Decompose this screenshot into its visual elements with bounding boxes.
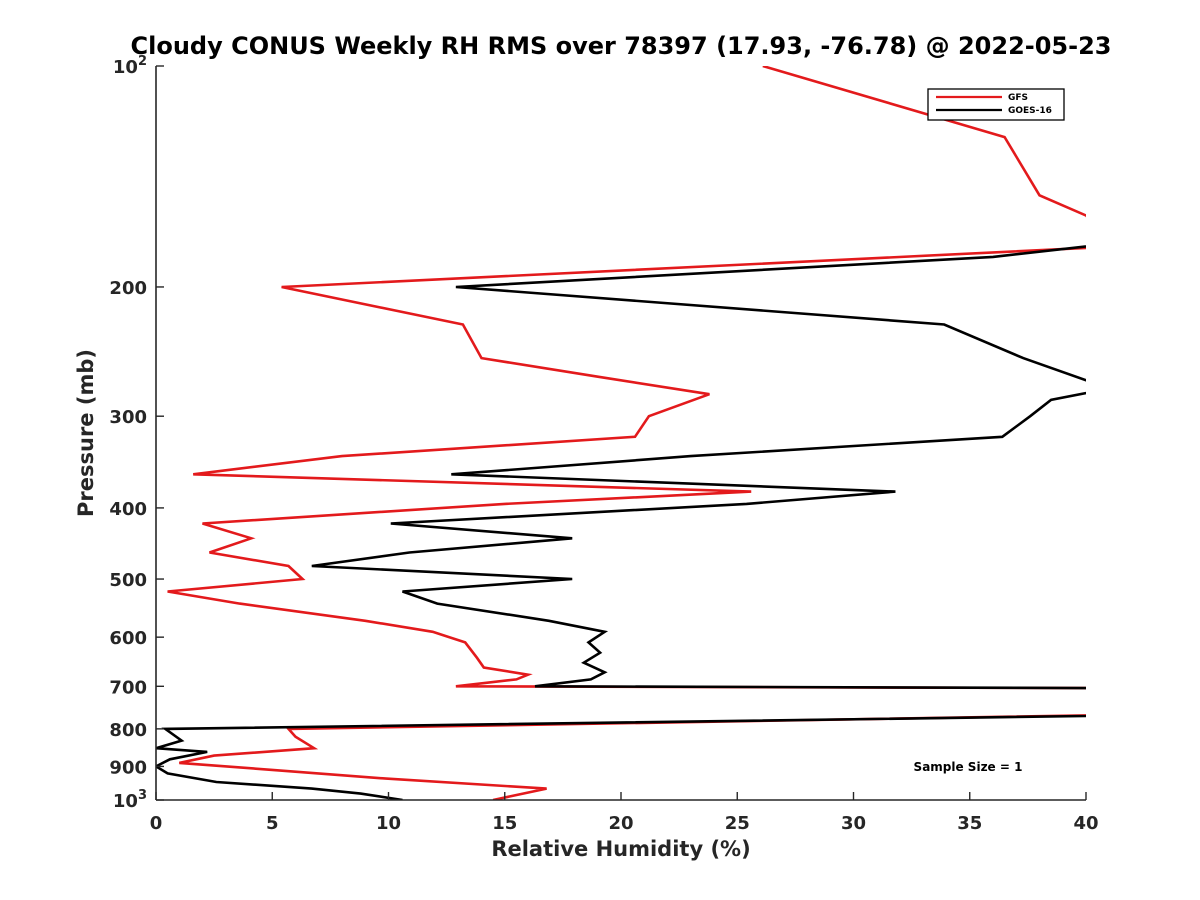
plot-area xyxy=(156,66,1086,800)
legend: GFS GOES-16 xyxy=(927,88,1065,121)
x-tick-label: 30 xyxy=(841,813,866,834)
x-tick-label: 20 xyxy=(608,813,633,834)
x-tick-label: 10 xyxy=(376,813,401,834)
y-tick-label: 400 xyxy=(109,499,147,520)
x-tick-label: 15 xyxy=(492,813,517,834)
sample-size-annotation: Sample Size = 1 xyxy=(914,760,1023,774)
x-axis-label: Relative Humidity (%) xyxy=(491,837,750,861)
y-tick-label: 600 xyxy=(109,628,147,649)
y-tick-label: 103 xyxy=(113,788,147,812)
series-layer xyxy=(156,66,1086,800)
y-tick-label: 500 xyxy=(109,570,147,591)
x-tick-label: 40 xyxy=(1073,813,1098,834)
y-axis-ticks: 102 200 300 400 500 600 700 800 900 103 xyxy=(109,54,164,812)
series-line-gfs xyxy=(167,66,1086,800)
y-tick-label: 102 xyxy=(113,54,147,78)
y-tick-label: 700 xyxy=(109,677,147,698)
chart-title: Cloudy CONUS Weekly RH RMS over 78397 (1… xyxy=(131,32,1112,60)
y-tick-label: 900 xyxy=(109,757,147,778)
y-tick-label: 800 xyxy=(109,720,147,741)
x-tick-label: 0 xyxy=(150,813,163,834)
y-axis-label: Pressure (mb) xyxy=(74,349,98,517)
legend-label-goes16: GOES-16 xyxy=(1008,106,1052,116)
legend-box xyxy=(927,88,1065,121)
x-tick-label: 25 xyxy=(725,813,750,834)
y-tick-label: 200 xyxy=(109,278,147,299)
series-line-goes16 xyxy=(156,245,1086,800)
y-tick-label: 300 xyxy=(109,407,147,428)
x-axis-ticks: 0 5 10 15 20 25 30 35 40 xyxy=(150,792,1099,834)
legend-label-gfs: GFS xyxy=(1008,93,1028,103)
x-tick-label: 5 xyxy=(266,813,279,834)
x-tick-label: 35 xyxy=(957,813,982,834)
